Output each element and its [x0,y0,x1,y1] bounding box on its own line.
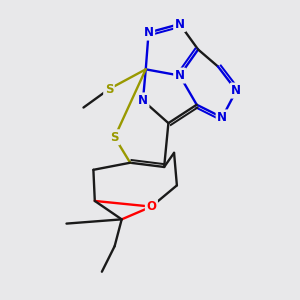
Text: N: N [175,69,185,82]
Text: N: N [175,17,185,31]
Text: S: S [105,82,113,96]
Text: O: O [146,200,156,213]
Text: N: N [138,94,148,107]
Text: N: N [217,111,227,124]
Text: N: N [231,84,241,97]
Text: N: N [144,26,154,39]
Text: S: S [110,131,119,144]
